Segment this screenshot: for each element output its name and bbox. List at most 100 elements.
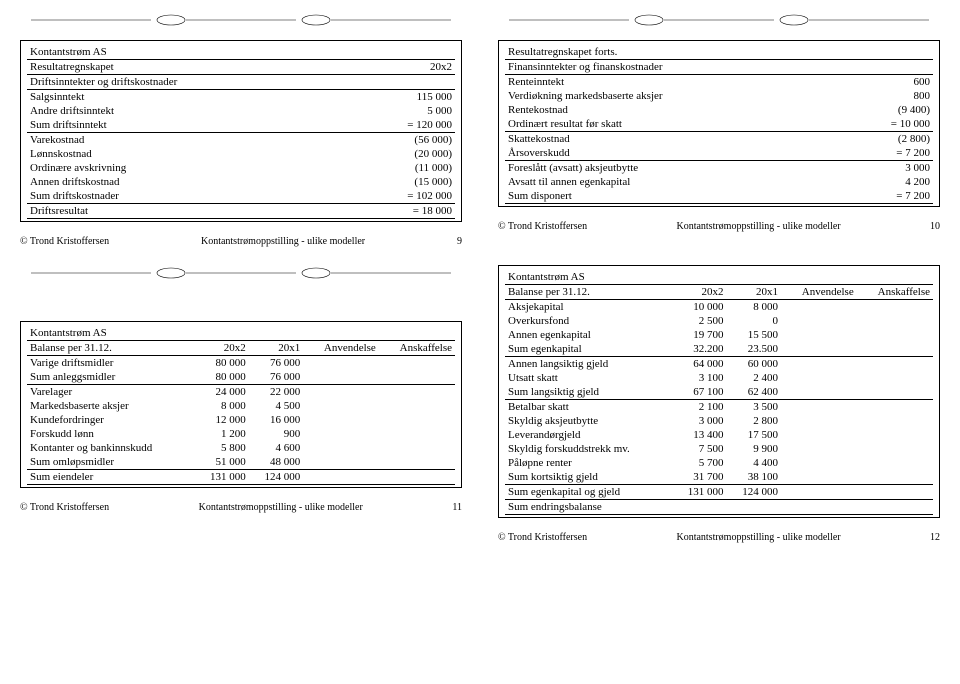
col-20x2: 20x2 xyxy=(672,285,727,300)
row-label: Renteinntekt xyxy=(505,75,839,90)
row-value xyxy=(379,399,455,413)
row-label: Annen driftskostnad xyxy=(27,175,313,189)
row-value: (11 000) xyxy=(313,161,455,175)
footer-series: Kontantstrømoppstilling - ulike modeller xyxy=(199,502,363,513)
row-value: 5 800 xyxy=(194,441,248,455)
row-value xyxy=(781,500,857,515)
row-label: Ordinært resultat før skatt xyxy=(505,117,839,132)
row-value: 22 000 xyxy=(249,385,303,400)
row-value xyxy=(379,370,455,385)
row-value xyxy=(781,300,857,315)
row-value: = 102 000 xyxy=(313,189,455,204)
row-value: 51 000 xyxy=(194,455,248,470)
row-value: 1 200 xyxy=(194,427,248,441)
row-value: 124 000 xyxy=(249,470,303,485)
row-value: (56 000) xyxy=(313,133,455,148)
row-label: Sum egenkapital og gjeld xyxy=(505,485,672,500)
row-value: 5 700 xyxy=(672,456,727,470)
row-value xyxy=(303,455,379,470)
row-value: 13 400 xyxy=(672,428,727,442)
row-value: (15 000) xyxy=(313,175,455,189)
row-value: 0 xyxy=(727,314,782,328)
row-value: 3 000 xyxy=(672,414,727,428)
slide-footer: © Trond Kristoffersen Kontantstrømoppsti… xyxy=(20,502,462,513)
row-value xyxy=(857,328,933,342)
row-value xyxy=(857,442,933,456)
row-value: 16 000 xyxy=(249,413,303,427)
row-value xyxy=(857,300,933,315)
row-value: 24 000 xyxy=(194,385,248,400)
row-value xyxy=(781,314,857,328)
row-label: Aksjekapital xyxy=(505,300,672,315)
ornament-icon xyxy=(20,12,462,28)
row-value xyxy=(303,399,379,413)
balance-assets-box: Kontantstrøm AS Balanse per 31.12. 20x2 … xyxy=(20,321,462,488)
row-value: 80 000 xyxy=(194,356,248,371)
balance-liab-box: Kontantstrøm AS Balanse per 31.12. 20x2 … xyxy=(498,265,940,518)
row-value: (20 000) xyxy=(313,147,455,161)
slide-1: Kontantstrøm AS Resultatregnskapet20x2 D… xyxy=(20,12,462,247)
row-value: 115 000 xyxy=(313,90,455,105)
row-value xyxy=(303,413,379,427)
balance-assets-table: Kontantstrøm AS Balanse per 31.12. 20x2 … xyxy=(27,326,455,485)
row-label: Skyldig forskuddstrekk mv. xyxy=(505,442,672,456)
row-value xyxy=(781,470,857,485)
col-anvendelse: Anvendelse xyxy=(303,341,379,356)
section-title: Resultatregnskapet xyxy=(27,60,313,75)
row-value xyxy=(379,413,455,427)
row-value xyxy=(379,455,455,470)
slide-footer: © Trond Kristoffersen Kontantstrømoppsti… xyxy=(20,236,462,247)
row-label: Ordinære avskrivning xyxy=(27,161,313,175)
row-value: 64 000 xyxy=(672,357,727,372)
row-value: 800 xyxy=(839,89,933,103)
row-value: 4 600 xyxy=(249,441,303,455)
row-label: Leverandørgjeld xyxy=(505,428,672,442)
row-label: Varige driftsmidler xyxy=(27,356,194,371)
row-value xyxy=(857,342,933,357)
row-value: = 7 200 xyxy=(839,189,933,204)
slide-3: Kontantstrøm AS Balanse per 31.12. 20x2 … xyxy=(20,265,462,543)
row-value: 17 500 xyxy=(727,428,782,442)
balance-liab-table: Kontantstrøm AS Balanse per 31.12. 20x2 … xyxy=(505,270,933,515)
section-title: Balanse per 31.12. xyxy=(27,341,194,356)
row-label: Rentekostnad xyxy=(505,103,839,117)
col-20x2: 20x2 xyxy=(194,341,248,356)
row-value xyxy=(857,414,933,428)
row-label: Markedsbaserte aksjer xyxy=(27,399,194,413)
row-label: Andre driftsinntekt xyxy=(27,104,313,118)
company-title: Kontantstrøm AS xyxy=(27,326,455,341)
row-value: 4 200 xyxy=(839,175,933,189)
row-value: 8 000 xyxy=(727,300,782,315)
row-value xyxy=(303,427,379,441)
company-title: Kontantstrøm AS xyxy=(27,45,313,60)
row-value: 4 400 xyxy=(727,456,782,470)
income-statement-cont-table: Resultatregnskapet forts. Finansinntekte… xyxy=(505,45,933,204)
row-label: Skyldig aksjeutbytte xyxy=(505,414,672,428)
row-label: Sum driftskostnader xyxy=(27,189,313,204)
row-label: Sum langsiktig gjeld xyxy=(505,385,672,400)
row-value xyxy=(781,414,857,428)
row-value: = 120 000 xyxy=(313,118,455,133)
row-value: (2 800) xyxy=(839,132,933,147)
row-label: Sum eiendeler xyxy=(27,470,194,485)
footer-page: 11 xyxy=(452,502,462,513)
income-statement-cont-box: Resultatregnskapet forts. Finansinntekte… xyxy=(498,40,940,207)
row-label: Verdiøkning markedsbaserte aksjer xyxy=(505,89,839,103)
row-label: Varelager xyxy=(27,385,194,400)
row-value xyxy=(379,385,455,400)
section-title: Resultatregnskapet forts. xyxy=(505,45,933,60)
subhead: Driftsinntekter og driftskostnader xyxy=(27,75,455,90)
row-value: 3 000 xyxy=(839,161,933,176)
row-value xyxy=(727,500,782,515)
row-value xyxy=(857,470,933,485)
row-label: Varekostnad xyxy=(27,133,313,148)
row-value xyxy=(781,328,857,342)
ornament-icon xyxy=(20,265,462,281)
row-value xyxy=(379,356,455,371)
row-value xyxy=(857,357,933,372)
row-value xyxy=(303,470,379,485)
col-20x1: 20x1 xyxy=(727,285,782,300)
row-value: 15 500 xyxy=(727,328,782,342)
row-value: 900 xyxy=(249,427,303,441)
row-label: Overkursfond xyxy=(505,314,672,328)
